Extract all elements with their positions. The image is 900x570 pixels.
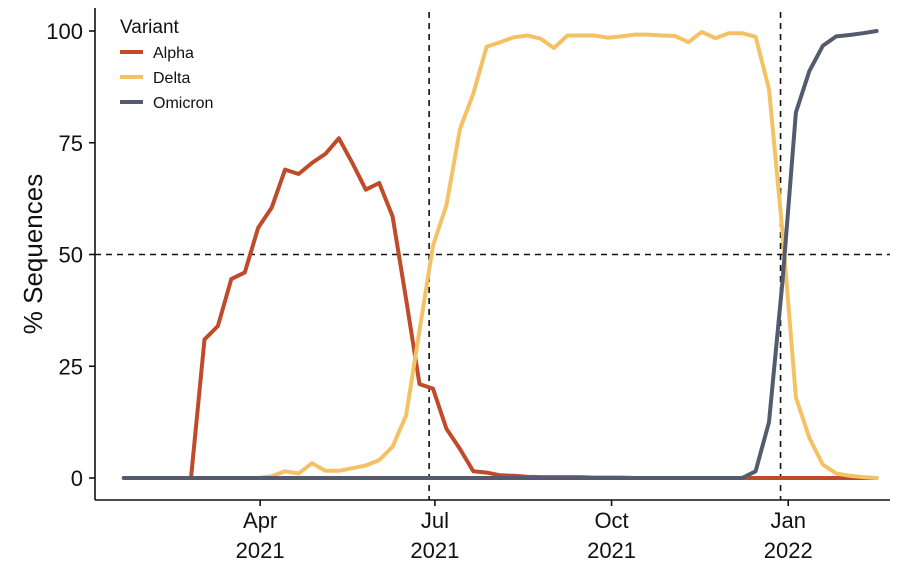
legend-label-omicron: Omicron	[153, 95, 213, 112]
legend: Variant Alpha Delta Omicron	[120, 17, 213, 112]
x-tick-label-year: 2021	[587, 538, 636, 563]
y-axis-title: % Sequences	[18, 174, 48, 334]
series-line-delta	[121, 29, 879, 480]
x-tick-label-month: Apr	[243, 508, 277, 533]
x-axis-ticks: Apr 2021 Jul 2021 Oct 2021 Jan 2022	[236, 500, 813, 563]
y-axis-ticks: 0 25 50 75 100	[46, 19, 95, 491]
x-tick-label-month: Jan	[770, 508, 805, 533]
y-tick-label: 0	[71, 466, 83, 491]
x-tick-label-month: Jul	[421, 508, 449, 533]
y-tick-label: 75	[59, 131, 83, 156]
series-line-alpha	[121, 136, 879, 480]
y-tick-label: 100	[46, 19, 83, 44]
legend-items: Alpha Delta Omicron	[120, 45, 213, 112]
legend-label-alpha: Alpha	[153, 45, 194, 62]
reference-lines	[95, 12, 890, 500]
legend-title: Variant	[120, 17, 180, 38]
legend-label-delta: Delta	[153, 70, 190, 87]
series-line-omicron	[121, 29, 879, 480]
x-tick-label-year: 2021	[410, 538, 459, 563]
y-tick-label: 25	[59, 354, 83, 379]
x-tick-label-month: Oct	[594, 508, 628, 533]
y-tick-label: 50	[59, 243, 83, 268]
x-tick-label-year: 2022	[764, 538, 813, 563]
series-layer	[121, 29, 879, 480]
x-tick-label-year: 2021	[236, 538, 285, 563]
